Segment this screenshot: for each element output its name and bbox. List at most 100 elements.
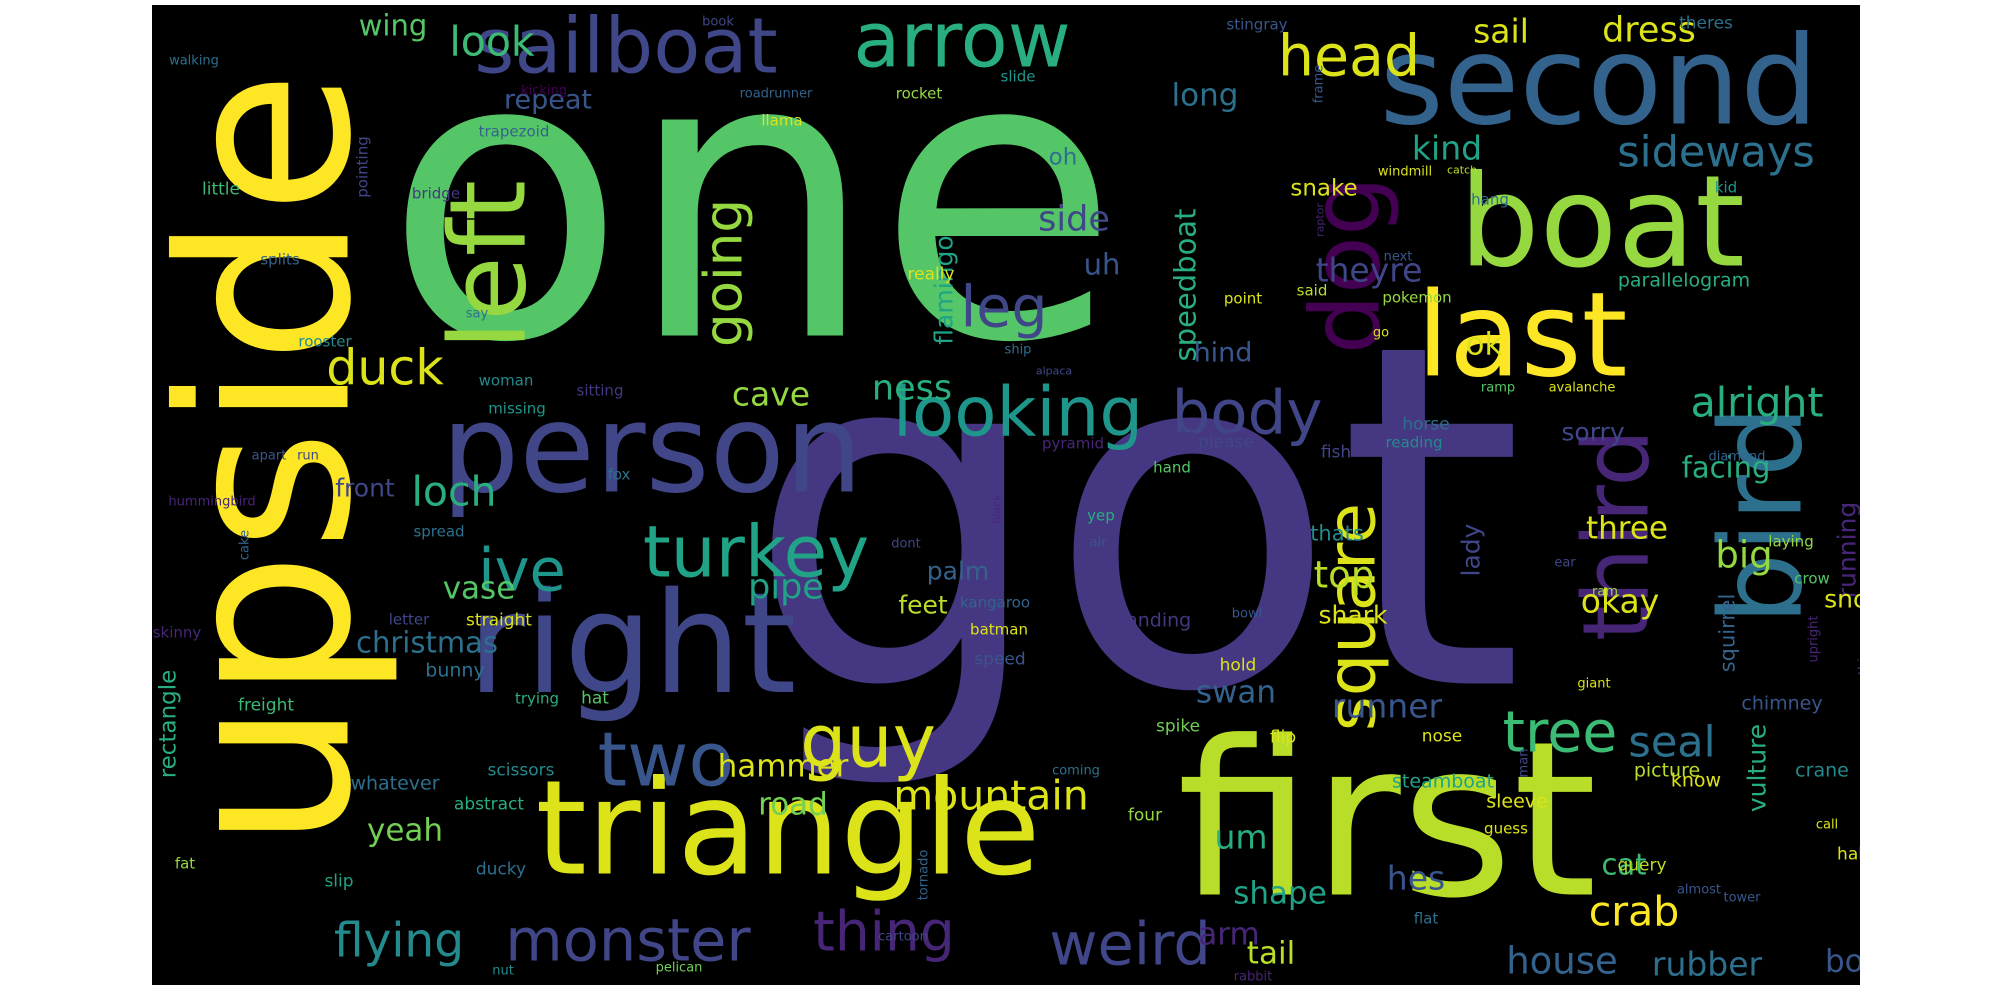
- word-flying: flying: [333, 913, 465, 969]
- word-kicking: kicking: [521, 83, 567, 99]
- word-splits: splits: [260, 250, 300, 269]
- word-kind: kind: [1411, 128, 1483, 168]
- word-speed: speed: [974, 649, 1026, 670]
- word-bowl: bowl: [1231, 606, 1263, 622]
- word-fat: fat: [174, 854, 196, 873]
- word-thing: thing: [813, 899, 955, 964]
- word-abstract: abstract: [453, 794, 525, 815]
- word-cloud: one got first upside second triangle person rig…: [152, 5, 1860, 985]
- word-sideways: sideways: [1617, 127, 1815, 178]
- word-turkey: turkey: [642, 510, 870, 594]
- word-bridge: bridge: [411, 184, 461, 203]
- word-feet: feet: [898, 590, 948, 620]
- word-horse: horse: [1402, 414, 1450, 435]
- word-hes: hes: [1386, 858, 1446, 898]
- word-half: half: [1837, 844, 1860, 865]
- word-hat: hat: [581, 688, 609, 709]
- word-raptor: raptor: [1313, 203, 1327, 237]
- word-crab: crab: [1588, 887, 1680, 936]
- word-mountain: mountain: [893, 771, 1089, 820]
- word-crow: crow: [1794, 569, 1830, 588]
- word-dont: dont: [891, 536, 921, 552]
- word-woman: woman: [478, 371, 534, 390]
- word-stingray: stingray: [1226, 15, 1288, 34]
- word-three: three: [1585, 510, 1669, 547]
- word-letter: letter: [388, 610, 430, 629]
- word-last: last: [1416, 266, 1628, 404]
- word-left: left: [427, 179, 550, 351]
- word-upright: upright: [1806, 615, 1822, 663]
- word-oh: oh: [1048, 144, 1078, 171]
- word-call: call: [1815, 817, 1839, 833]
- word-crane: crane: [1795, 759, 1849, 782]
- word-fox: fox: [607, 465, 631, 484]
- word-vulture: vulture: [1742, 723, 1772, 813]
- word-guy: guy: [800, 699, 936, 785]
- word-diamond: diamond: [1708, 449, 1766, 465]
- word-seal: seal: [1628, 717, 1716, 768]
- word-standing: standing: [1108, 609, 1192, 632]
- word-llama: llama: [761, 111, 803, 130]
- word-thats: thats: [1310, 521, 1364, 546]
- word-head: head: [1277, 23, 1421, 90]
- word-cake: cake: [237, 529, 253, 561]
- word-body: body: [1171, 377, 1323, 449]
- word-roadrunner: roadrunner: [739, 86, 813, 102]
- word-bottom: bottom: [1824, 943, 1860, 980]
- word-picture: picture: [1633, 759, 1701, 782]
- word-almost: almost: [1676, 882, 1722, 898]
- word-slip: slip: [324, 871, 354, 892]
- word-going: going: [693, 198, 755, 348]
- word-batman: batman: [970, 620, 1028, 639]
- word-facing: facing: [1681, 450, 1771, 485]
- word-giant: giant: [1577, 676, 1611, 692]
- word-freight: freight: [237, 695, 295, 716]
- word-ducky: ducky: [475, 859, 527, 880]
- word-long: long: [1171, 77, 1239, 114]
- word-really: really: [907, 264, 955, 285]
- word-spike: spike: [1155, 716, 1201, 737]
- word-cave: cave: [731, 374, 811, 414]
- word-little: little: [202, 179, 240, 200]
- word-sailboat: sailboat: [474, 5, 778, 92]
- word-duck: duck: [326, 339, 444, 397]
- word-catch: catch: [1446, 163, 1478, 177]
- word-sail: sail: [1473, 11, 1529, 51]
- word-sleeve: sleeve: [1486, 790, 1548, 813]
- word-uh: uh: [1083, 247, 1121, 282]
- word-cartoon: cartoon: [878, 929, 928, 945]
- word-alpaca: alpaca: [1035, 364, 1073, 378]
- word-repeat: repeat: [503, 84, 593, 116]
- word-said: said: [1296, 281, 1328, 300]
- word-ship: ship: [1004, 342, 1032, 358]
- word-two: two: [597, 715, 735, 804]
- word-windmill: windmill: [1377, 164, 1433, 180]
- word-palm: palm: [926, 556, 990, 586]
- word-scissors: scissors: [487, 760, 555, 781]
- word-hang: hang: [1471, 190, 1509, 209]
- word-pipe: pipe: [748, 567, 824, 608]
- word-hand: hand: [1153, 458, 1191, 477]
- word-pelican: pelican: [655, 960, 703, 976]
- word-slide: slide: [1000, 67, 1036, 86]
- word-shape: shape: [1233, 875, 1327, 912]
- word-flip: flip: [1269, 727, 1297, 748]
- word-alright: alright: [1690, 378, 1824, 427]
- word-ive: ive: [478, 535, 566, 605]
- word-pyramid: pyramid: [1041, 434, 1105, 453]
- word-swan: swan: [1195, 674, 1277, 711]
- word-snake: snake: [1290, 175, 1358, 202]
- word-second: second: [1379, 10, 1819, 154]
- word-snout: snout: [1824, 584, 1860, 614]
- word-looking: looking: [892, 372, 1144, 453]
- word-hummingbird: hummingbird: [168, 494, 256, 510]
- word-please: please: [1198, 432, 1254, 453]
- word-walking: walking: [169, 53, 219, 69]
- word-reading: reading: [1385, 433, 1443, 452]
- word-weird: weird: [1049, 909, 1211, 979]
- word-rooster: rooster: [298, 332, 352, 351]
- word-nose: nose: [1421, 726, 1463, 747]
- word-coming: coming: [1052, 763, 1100, 779]
- word-black: black: [990, 494, 1004, 524]
- word-shark: shark: [1318, 600, 1388, 630]
